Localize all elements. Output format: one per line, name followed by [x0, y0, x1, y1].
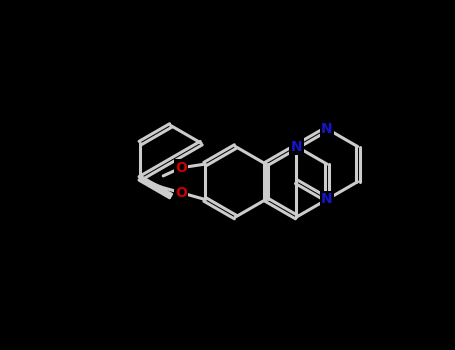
Text: N: N [321, 122, 333, 136]
Text: O: O [175, 161, 187, 175]
Text: N: N [321, 193, 333, 206]
Text: O: O [175, 186, 187, 199]
Text: N: N [291, 140, 302, 154]
